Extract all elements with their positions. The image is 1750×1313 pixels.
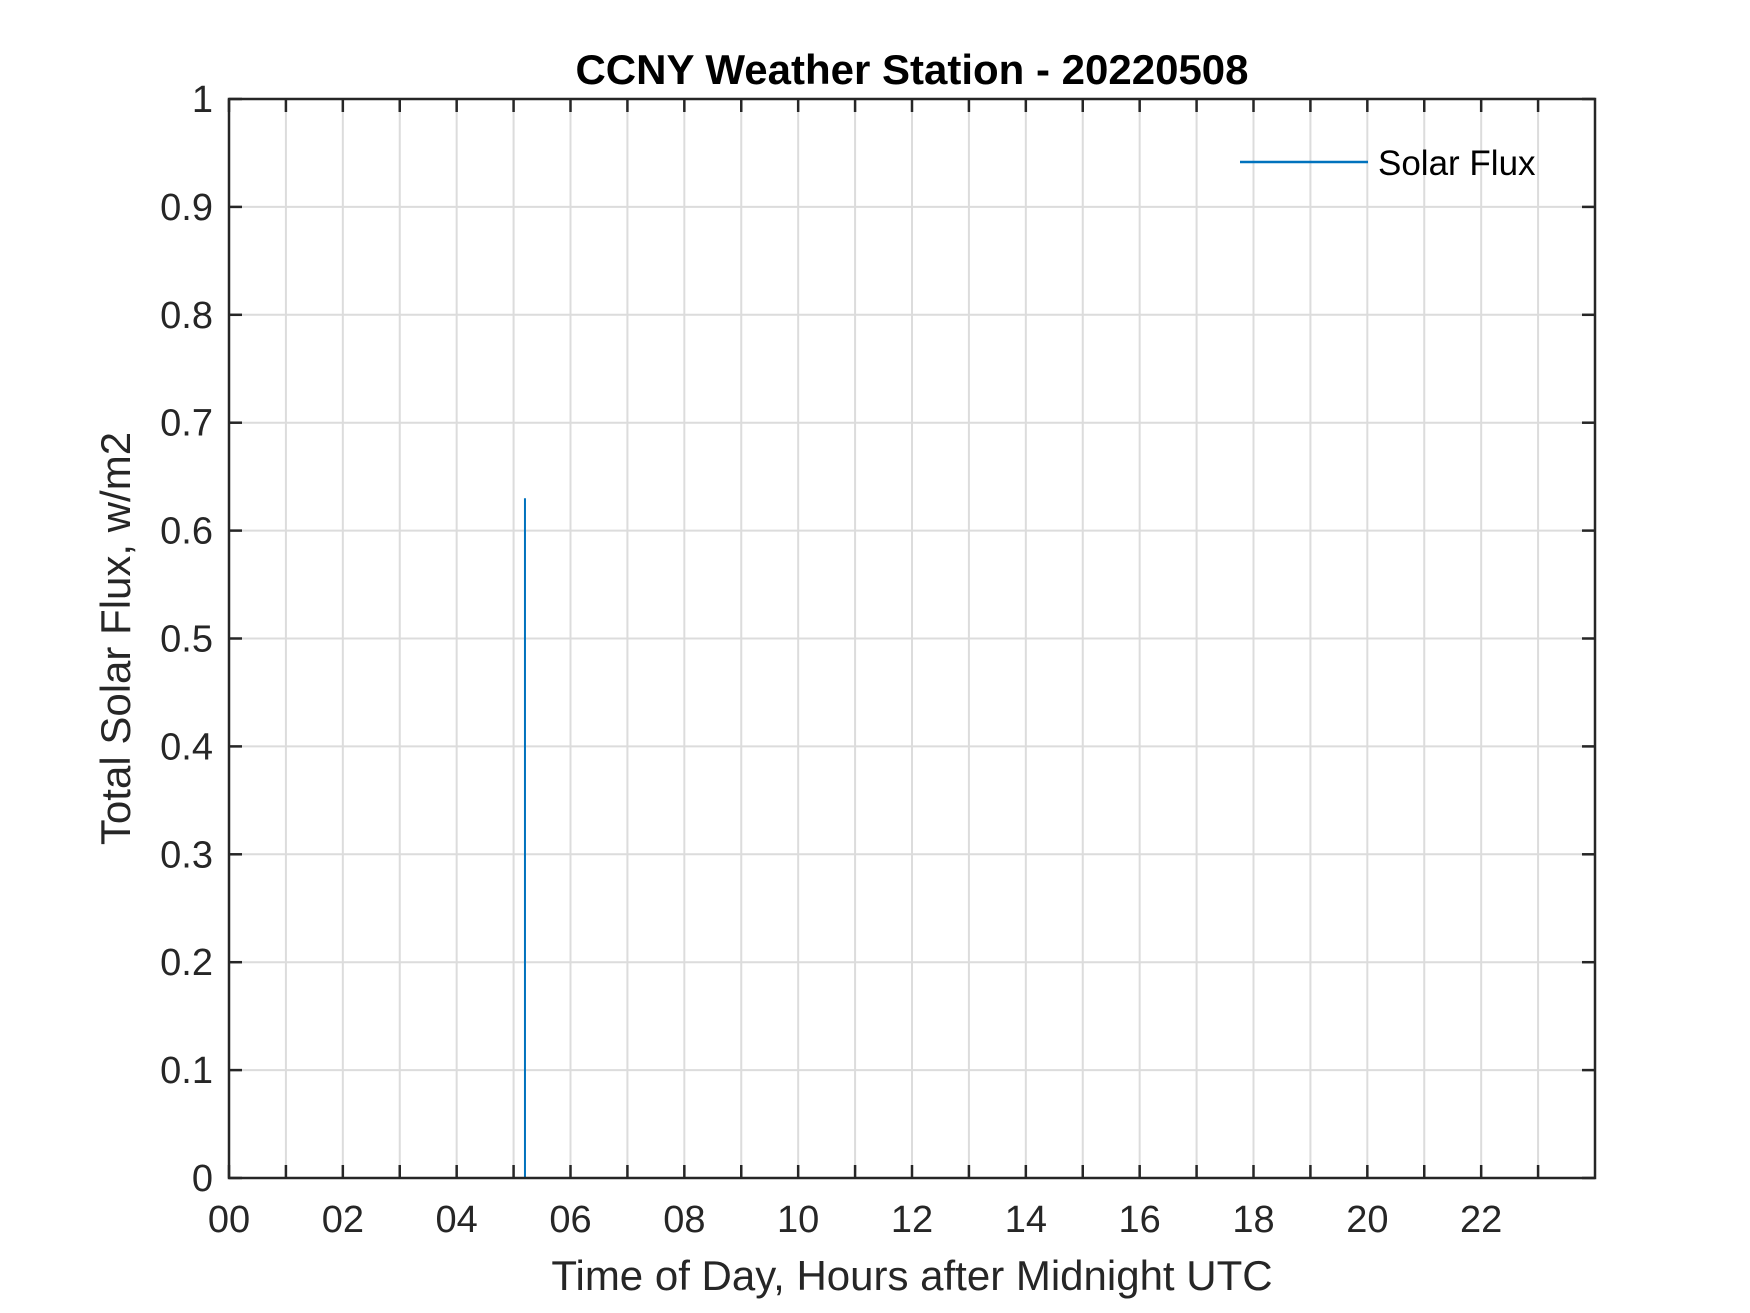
y-tick-label: 0.4 <box>160 726 213 768</box>
x-tick-label: 16 <box>1119 1199 1161 1241</box>
x-tick-label: 02 <box>322 1199 364 1241</box>
y-tick-label: 1 <box>192 79 213 121</box>
x-tick-label: 04 <box>436 1199 478 1241</box>
y-tick-label: 0.6 <box>160 511 213 553</box>
legend: Solar Flux <box>1240 144 1536 183</box>
y-tick-label: 0.5 <box>160 619 213 661</box>
y-tick-label: 0.7 <box>160 403 213 445</box>
chart-title: CCNY Weather Station - 20220508 <box>575 46 1248 93</box>
x-tick-label: 10 <box>777 1199 819 1241</box>
grid <box>229 99 1595 1178</box>
x-tick-label: 06 <box>549 1199 591 1241</box>
legend-label-solar-flux: Solar Flux <box>1378 144 1536 183</box>
y-tick-labels: 0 0.1 0.2 0.3 0.4 0.5 0.6 0.7 0.8 0.9 1 <box>160 79 213 1200</box>
x-axis-title: Time of Day, Hours after Midnight UTC <box>551 1252 1272 1299</box>
x-tick-label: 18 <box>1232 1199 1274 1241</box>
x-tick-label: 22 <box>1460 1199 1502 1241</box>
y-tick-label: 0.2 <box>160 942 213 984</box>
tick-marks <box>227 97 1595 1180</box>
x-tick-label: 08 <box>663 1199 705 1241</box>
y-tick-label: 0.3 <box>160 834 213 876</box>
y-axis-title: Total Solar Flux, w/m2 <box>92 432 139 845</box>
y-tick-label: 0 <box>192 1158 213 1200</box>
y-tick-label: 0.1 <box>160 1050 213 1092</box>
x-tick-label: 12 <box>891 1199 933 1241</box>
x-tick-label: 14 <box>1005 1199 1047 1241</box>
x-tick-labels: 00 02 04 06 08 10 12 14 16 18 20 22 <box>208 1199 1502 1241</box>
y-tick-label: 0.8 <box>160 295 213 337</box>
x-tick-label: 20 <box>1346 1199 1388 1241</box>
y-tick-label: 0.9 <box>160 187 213 229</box>
x-tick-label: 00 <box>208 1199 250 1241</box>
